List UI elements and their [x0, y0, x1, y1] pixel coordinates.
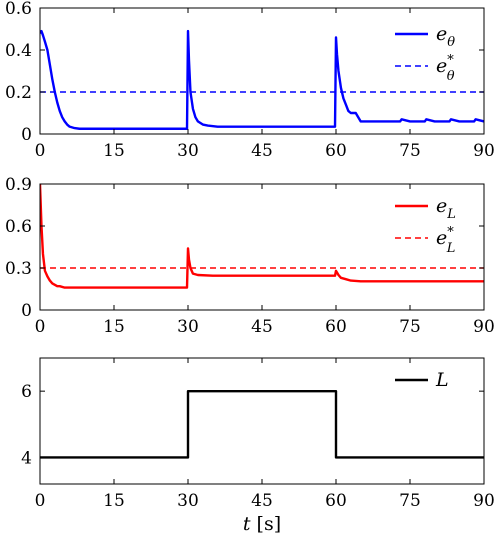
x-tick-label: 90	[473, 317, 495, 337]
legend-entry: L	[435, 369, 449, 391]
x-tick-label: 60	[325, 317, 347, 337]
y-tick-label: 0.3	[5, 259, 32, 279]
legend-entry: eθ	[436, 23, 455, 50]
legend-entry: eL	[436, 195, 456, 222]
x-tick-label: 45	[251, 141, 273, 161]
series-line-1-1	[40, 29, 484, 130]
legend-entry: e* θ	[436, 53, 455, 84]
plot-frame	[39, 357, 485, 485]
x-tick-label: 30	[177, 491, 199, 511]
y-tick-label: 0.2	[5, 83, 32, 103]
y-tick-label: 6	[21, 382, 32, 402]
y-tick-label: 0.9	[5, 175, 32, 195]
chart-panel-3: 0 15 30 45 60 75 90 4 6 Lt [s]	[21, 357, 495, 535]
y-tick-label: 4	[21, 448, 32, 468]
x-tick-label: 0	[35, 491, 46, 511]
x-tick-label: 90	[473, 141, 495, 161]
x-tick-label: 15	[103, 141, 125, 161]
legend-sub: L	[446, 241, 456, 256]
legend-sup: *	[447, 225, 454, 240]
x-tick-label: 60	[325, 491, 347, 511]
legend-sub: θ	[447, 35, 455, 50]
legend-sub: θ	[447, 69, 455, 84]
legend-main: e	[436, 23, 447, 45]
plot-frame	[39, 7, 485, 135]
x-tick-label: 45	[251, 491, 273, 511]
y-tick-label: 0.6	[5, 217, 32, 237]
x-tick-label: 75	[399, 141, 421, 161]
x-tick-label: 30	[177, 317, 199, 337]
legend-entry: e* L	[436, 225, 455, 256]
y-tick-label: 0.6	[5, 0, 32, 19]
legend-main: e	[436, 55, 447, 77]
x-tick-label: 75	[399, 317, 421, 337]
y-tick-label: 0	[21, 301, 32, 321]
legend-sup: *	[447, 53, 454, 68]
legend-main: e	[436, 227, 447, 249]
x-tick-label: 15	[103, 317, 125, 337]
x-axis-label: t [s]	[243, 513, 281, 535]
x-tick-label: 0	[35, 317, 46, 337]
legend-sub: L	[446, 207, 456, 222]
legend-main: L	[435, 369, 449, 391]
x-tick-label: 60	[325, 141, 347, 161]
x-tick-label: 90	[473, 491, 495, 511]
series-line-2-1	[40, 184, 484, 289]
x-tick-label: 45	[251, 317, 273, 337]
x-axis-label-var: t	[243, 513, 251, 535]
x-tick-label: 0	[35, 141, 46, 161]
plot-frame	[39, 183, 485, 311]
series-line-3-1	[40, 389, 484, 459]
y-tick-label: 0.4	[5, 41, 32, 61]
x-tick-label: 15	[103, 491, 125, 511]
x-tick-label: 75	[399, 491, 421, 511]
x-axis-label-unit: [s]	[251, 513, 282, 535]
legend-main: e	[436, 195, 447, 217]
x-tick-label: 30	[177, 141, 199, 161]
y-tick-label: 0	[21, 125, 32, 145]
